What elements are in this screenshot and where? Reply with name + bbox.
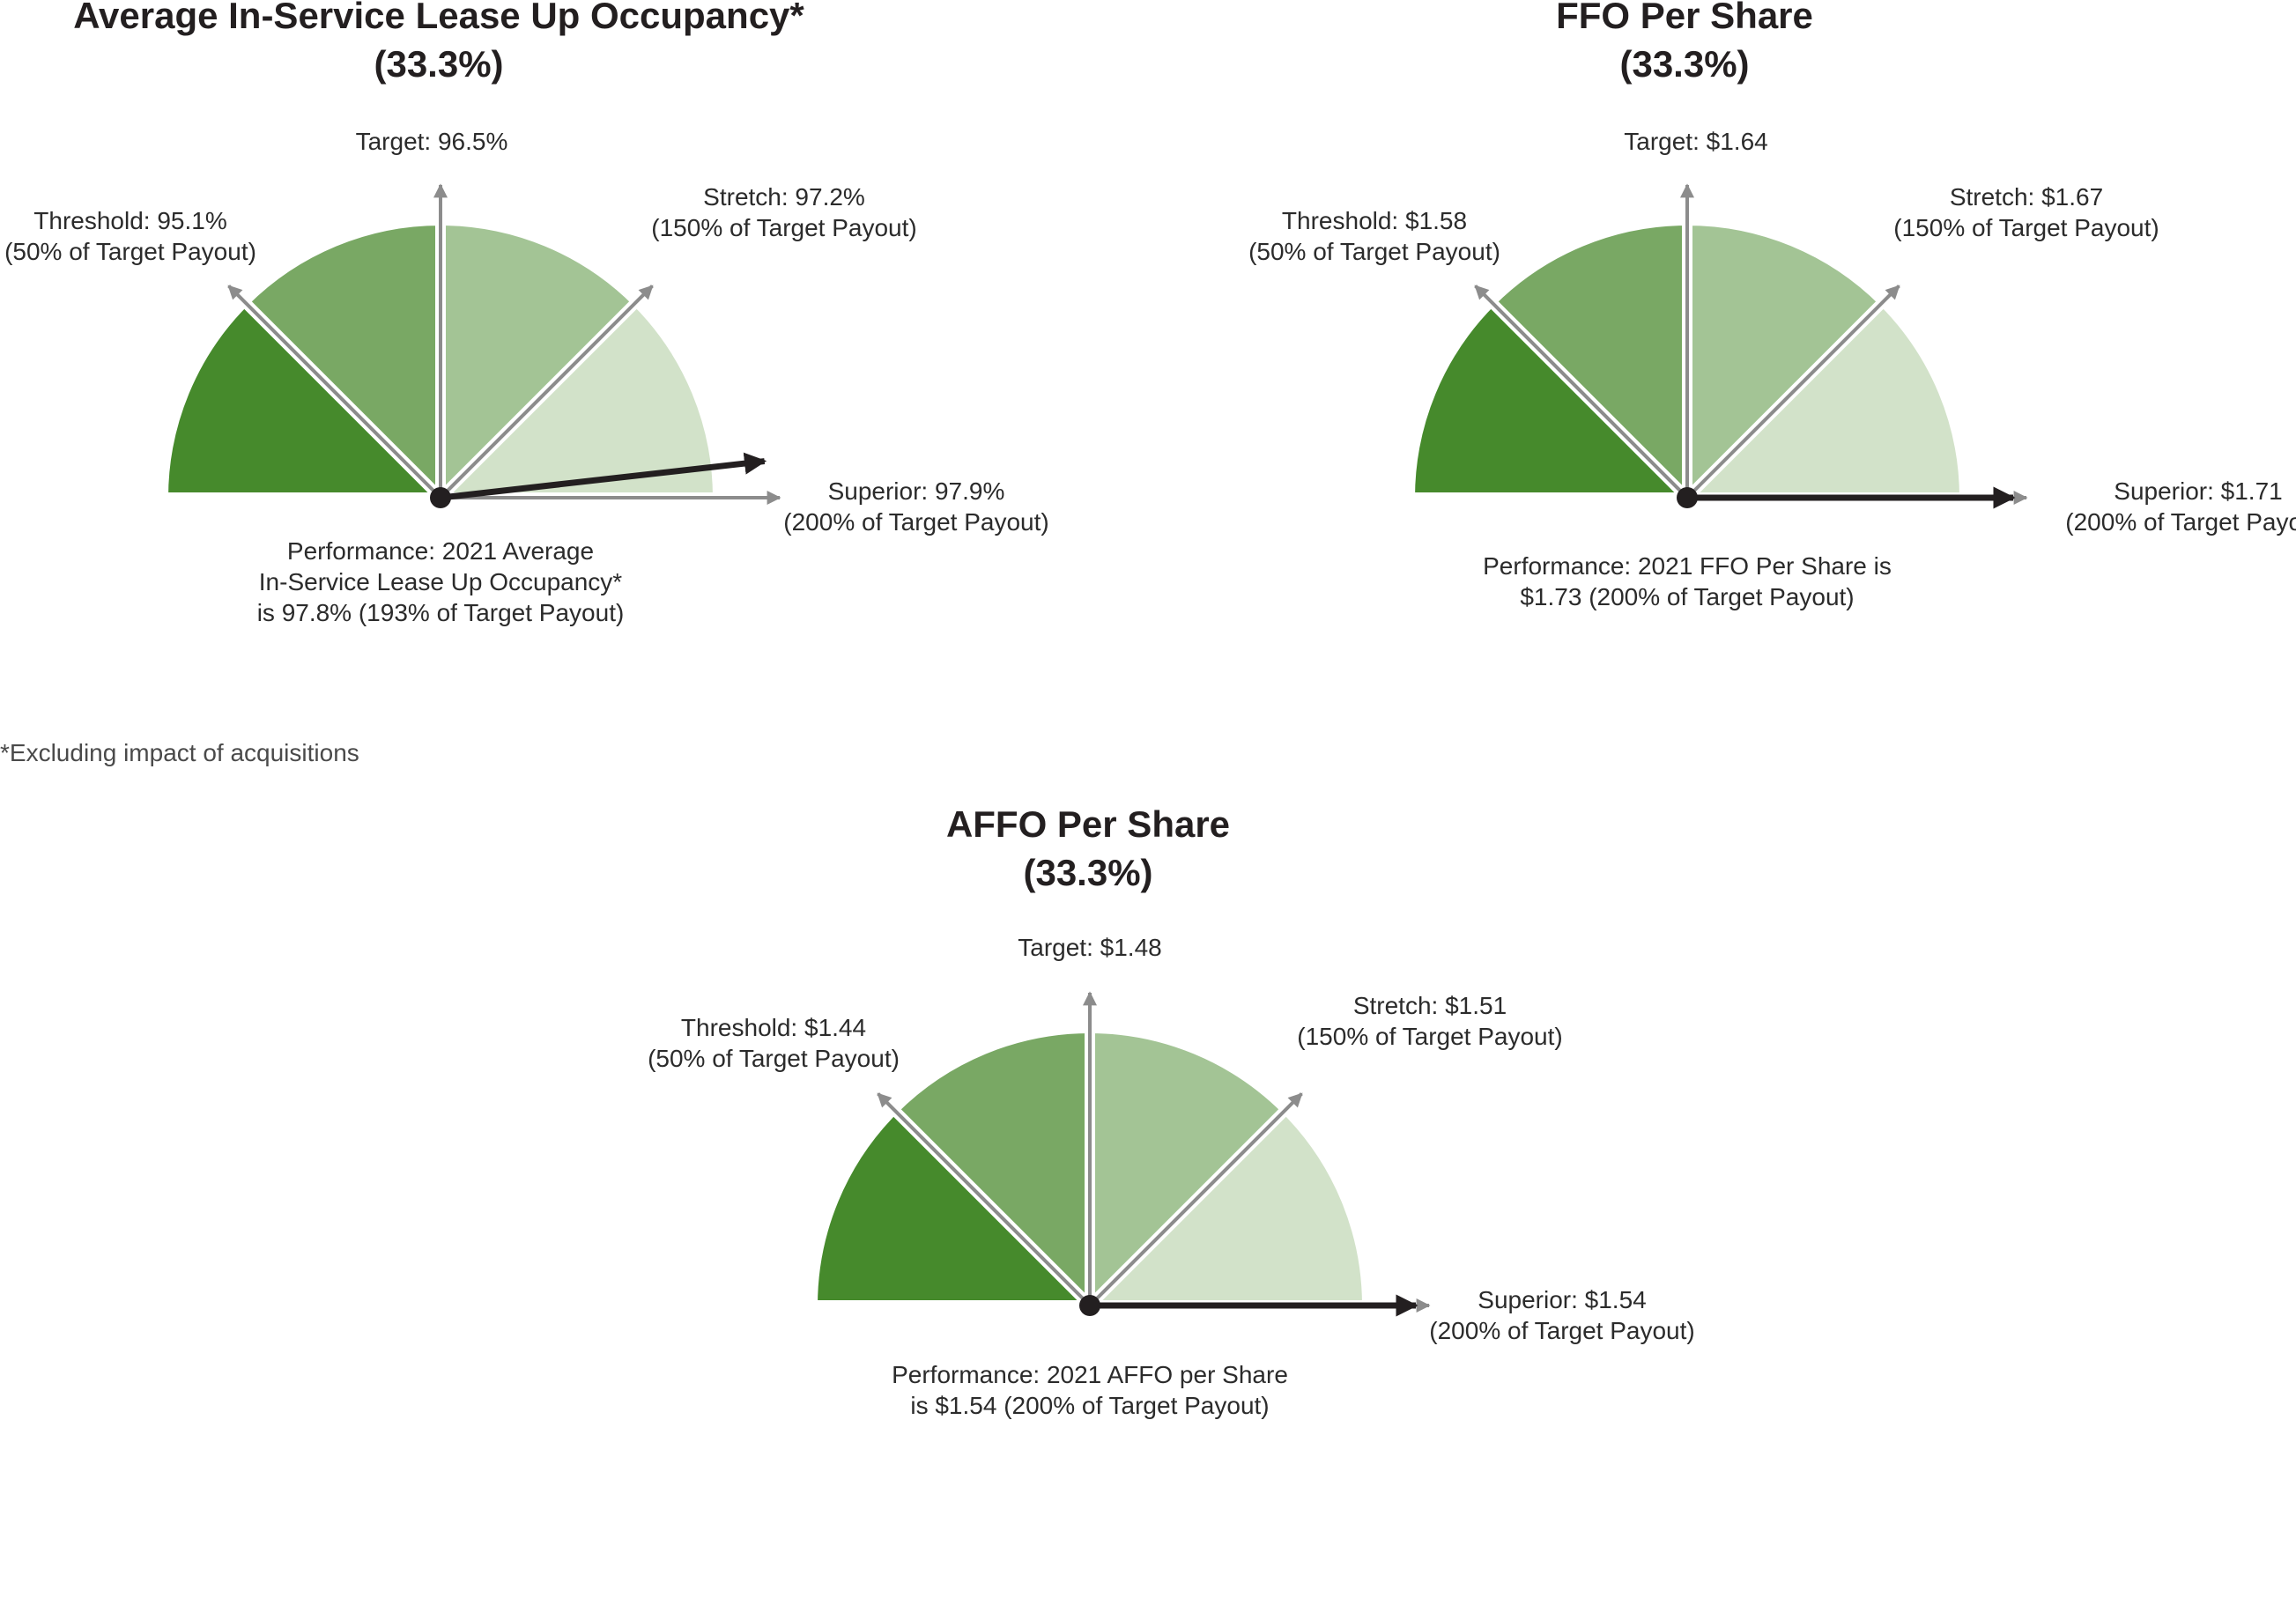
threshold-label-line: Threshold: $1.44 (681, 1014, 866, 1041)
gauge-2: FFO Per Share (33.3%) Threshold: $1.58 (50%… (1248, 0, 2296, 610)
superior-label: Superior: 97.9% (200% of Target Payout) (783, 477, 1048, 536)
stretch-arrow (1088, 1092, 1303, 1307)
threshold-band (806, 1101, 1103, 1311)
threshold-label-line: Threshold: 95.1% (33, 207, 226, 234)
threshold-band (1404, 293, 1700, 503)
stretch-label-line: Stretch: $1.67 (1950, 183, 2103, 211)
target-label: Target: $1.64 (1624, 128, 1767, 155)
stretch-label-line: Stretch: $1.51 (1353, 992, 1507, 1019)
footnote: *Excluding impact of acquisitions (0, 739, 359, 766)
performance-arrow (440, 452, 767, 501)
superior-label-line: (200% of Target Payout) (783, 508, 1048, 536)
performance-text-line: Performance: 2021 Average (287, 537, 594, 565)
target-label-line: Target: $1.48 (1018, 934, 1161, 961)
performance-text-line: $1.73 (200% of Target Payout) (1520, 583, 1854, 610)
threshold-label: Threshold: $1.44 (50% of Target Payout) (648, 1014, 900, 1072)
target-band (885, 1022, 1095, 1319)
stretch-label-line: (150% of Target Payout) (1893, 214, 2159, 241)
stretch-band (1085, 1022, 1294, 1319)
gauge-3: AFFO Per Share (33.3%) Threshold: $1.44 (50… (648, 803, 1695, 1419)
gauge-weight: (33.3%) (1619, 43, 1749, 85)
target-label: Target: 96.5% (356, 128, 508, 155)
threshold-label: Threshold: $1.58 (50% of Target Payout) (1248, 207, 1500, 265)
stretch-arrow (439, 285, 654, 499)
target-band (236, 214, 446, 511)
performance-text-line: Performance: 2021 FFO Per Share is (1483, 552, 1892, 580)
superior-band (1077, 1101, 1374, 1311)
performance-text-line: is 97.8% (193% of Target Payout) (257, 599, 625, 626)
gauge-pivot (1079, 1295, 1100, 1316)
performance-text: Performance: 2021 FFO Per Share is $1.73 … (1483, 552, 1892, 610)
gauge-1: Average In-Service Lease Up Occupancy* (3… (4, 0, 1049, 626)
gauges-group: Average In-Service Lease Up Occupancy* (3… (4, 0, 2296, 1419)
stretch-label: Stretch: 97.2% (150% of Target Payout) (651, 183, 916, 241)
performance-text-line: In-Service Lease Up Occupancy* (259, 568, 623, 595)
stretch-arrow (1685, 285, 1900, 499)
stretch-label: Stretch: $1.51 (150% of Target Payout) (1297, 992, 1562, 1050)
stretch-label: Stretch: $1.67 (150% of Target Payout) (1893, 183, 2159, 241)
gauge-weight: (33.3%) (1023, 852, 1152, 893)
superior-band (427, 293, 724, 503)
stretch-band (1682, 214, 1892, 511)
stretch-band (435, 214, 645, 511)
gauge-title: Average In-Service Lease Up Occupancy* (73, 0, 804, 36)
superior-band (1674, 293, 1971, 503)
threshold-label-line: Threshold: $1.58 (1282, 207, 1467, 234)
gauge-pivot (1677, 487, 1698, 508)
target-label-line: Target: $1.64 (1624, 128, 1767, 155)
threshold-band (157, 293, 454, 503)
stretch-label-line: (150% of Target Payout) (1297, 1023, 1562, 1050)
performance-text-line: Performance: 2021 AFFO per Share (892, 1361, 1288, 1388)
stretch-label-line: (150% of Target Payout) (651, 214, 916, 241)
stretch-label-line: Stretch: 97.2% (703, 183, 865, 211)
superior-label-line: Superior: $1.54 (1478, 1286, 1646, 1313)
performance-text-line: is $1.54 (200% of Target Payout) (910, 1392, 1269, 1419)
target-label: Target: $1.48 (1018, 934, 1161, 961)
gauge-title: AFFO Per Share (946, 803, 1230, 845)
superior-label-line: (200% of Target Payout) (1429, 1317, 1694, 1344)
threshold-label-line: (50% of Target Payout) (1248, 238, 1500, 265)
threshold-label: Threshold: 95.1% (50% of Target Payout) (4, 207, 256, 265)
superior-label-line: (200% of Target Payout) (2065, 508, 2296, 536)
gauge-weight: (33.3%) (374, 43, 503, 85)
threshold-arrow (877, 1092, 1092, 1307)
superior-label-line: Superior: 97.9% (828, 477, 1005, 505)
gauge-title: FFO Per Share (1556, 0, 1813, 36)
threshold-arrow (1474, 285, 1689, 499)
superior-label: Superior: $1.54 (200% of Target Payout) (1429, 1286, 1694, 1344)
target-band (1483, 214, 1692, 511)
threshold-label-line: (50% of Target Payout) (4, 238, 256, 265)
performance-text: Performance: 2021 Average In-Service Leas… (257, 537, 625, 626)
gauge-pivot (430, 487, 451, 508)
superior-label: Superior: $1.71 (200% of Target Payout) (2065, 477, 2296, 536)
threshold-label-line: (50% of Target Payout) (648, 1045, 900, 1072)
performance-text: Performance: 2021 AFFO per Share is $1.54… (892, 1361, 1288, 1419)
threshold-arrow (227, 285, 442, 499)
target-label-line: Target: 96.5% (356, 128, 508, 155)
superior-label-line: Superior: $1.71 (2114, 477, 2282, 505)
